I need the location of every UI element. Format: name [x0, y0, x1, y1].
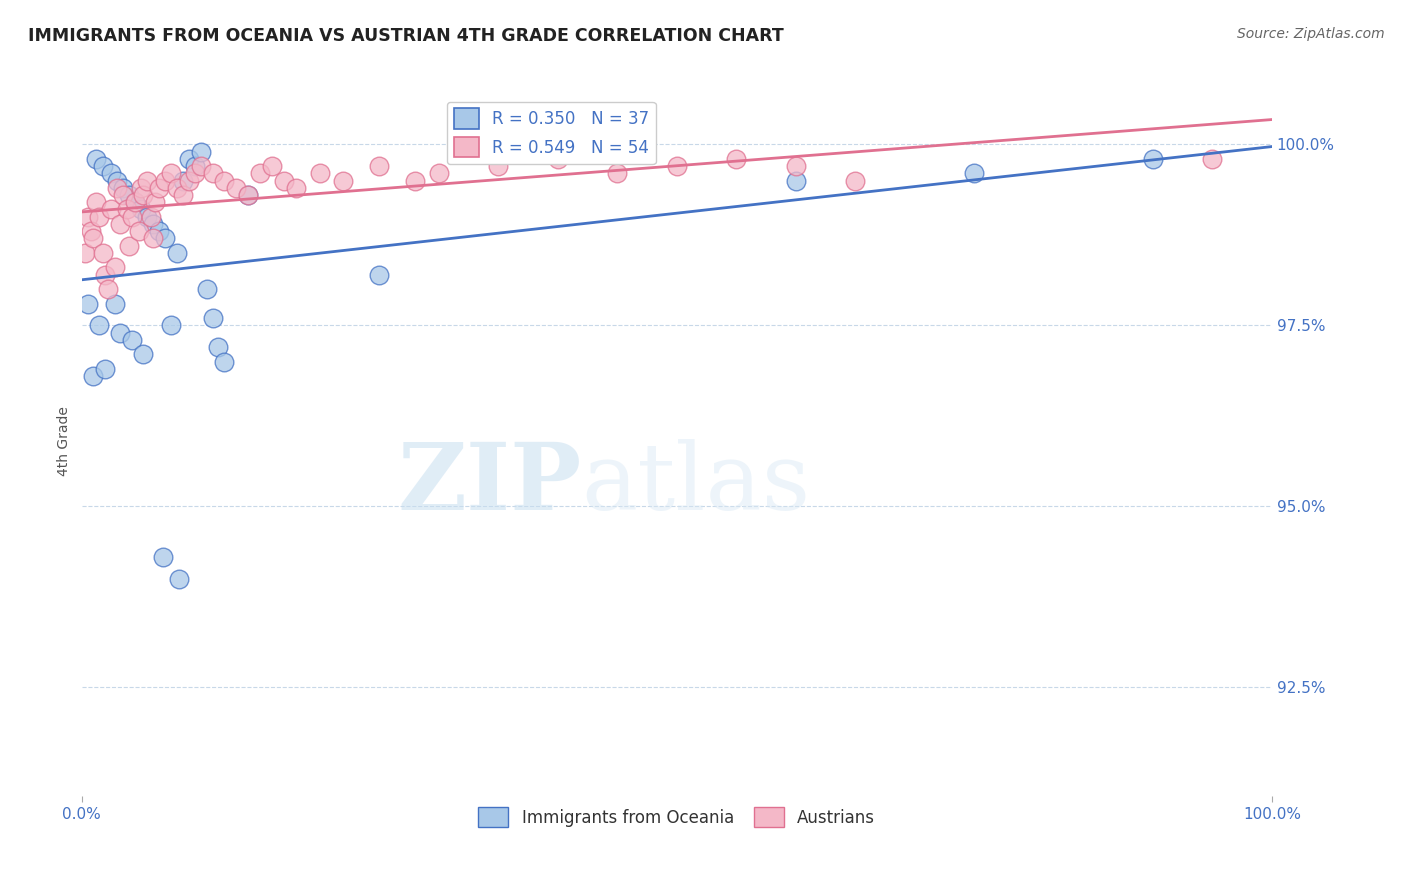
Point	[91, 246, 114, 260]
Point	[142, 231, 165, 245]
Point	[132, 347, 155, 361]
Point	[427, 166, 450, 180]
Point	[83, 369, 105, 384]
Point	[104, 260, 127, 275]
Point	[94, 268, 117, 282]
Point	[84, 195, 107, 210]
Point	[136, 173, 159, 187]
Point	[214, 354, 236, 368]
Point	[214, 173, 236, 187]
Text: atlas: atlas	[582, 439, 811, 529]
Point	[89, 318, 111, 333]
Point	[166, 180, 188, 194]
Point	[404, 173, 426, 187]
Point	[118, 238, 141, 252]
Point	[91, 159, 114, 173]
Point	[76, 210, 98, 224]
Point	[148, 224, 170, 238]
Point	[963, 166, 986, 180]
Text: Source: ZipAtlas.com: Source: ZipAtlas.com	[1237, 27, 1385, 41]
Point	[166, 246, 188, 260]
Point	[260, 159, 283, 173]
Point	[80, 224, 103, 238]
Point	[153, 173, 176, 187]
Point	[368, 268, 391, 282]
Point	[190, 145, 212, 159]
Point	[84, 152, 107, 166]
Point	[76, 296, 98, 310]
Point	[152, 550, 174, 565]
Point	[136, 210, 159, 224]
Point	[725, 152, 748, 166]
Point	[665, 159, 688, 173]
Point	[94, 361, 117, 376]
Point	[249, 166, 271, 180]
Point	[75, 246, 97, 260]
Point	[160, 166, 183, 180]
Point	[308, 166, 330, 180]
Point	[238, 188, 260, 202]
Point	[606, 166, 628, 180]
Point	[129, 180, 152, 194]
Point	[160, 318, 183, 333]
Point	[112, 180, 135, 194]
Text: IMMIGRANTS FROM OCEANIA VS AUSTRIAN 4TH GRADE CORRELATION CHART: IMMIGRANTS FROM OCEANIA VS AUSTRIAN 4TH …	[28, 27, 785, 45]
Point	[108, 326, 131, 340]
Point	[177, 173, 200, 187]
Point	[172, 188, 194, 202]
Point	[785, 159, 807, 173]
Point	[183, 159, 205, 173]
Point	[225, 180, 247, 194]
Point	[183, 166, 205, 180]
Point	[83, 231, 105, 245]
Point	[121, 333, 143, 347]
Point	[273, 173, 295, 187]
Point	[1142, 152, 1164, 166]
Point	[128, 224, 150, 238]
Point	[284, 180, 307, 194]
Point	[129, 202, 152, 217]
Point	[844, 173, 866, 187]
Point	[148, 180, 170, 194]
Point	[124, 195, 146, 210]
Point	[201, 311, 224, 326]
Point	[486, 159, 509, 173]
Point	[190, 159, 212, 173]
Point	[118, 188, 141, 202]
Point	[139, 210, 162, 224]
Point	[167, 572, 190, 586]
Point	[368, 159, 391, 173]
Point	[172, 173, 194, 187]
Y-axis label: 4th Grade: 4th Grade	[58, 406, 72, 476]
Point	[142, 217, 165, 231]
Text: ZIP: ZIP	[398, 439, 582, 529]
Point	[332, 173, 354, 187]
Point	[547, 152, 569, 166]
Point	[97, 282, 120, 296]
Point	[105, 180, 128, 194]
Point	[201, 166, 224, 180]
Point	[238, 188, 260, 202]
Point	[785, 173, 807, 187]
Point	[153, 231, 176, 245]
Legend: Immigrants from Oceania, Austrians: Immigrants from Oceania, Austrians	[471, 800, 882, 834]
Point	[207, 340, 229, 354]
Point	[124, 195, 146, 210]
Point	[145, 195, 167, 210]
Point	[195, 282, 218, 296]
Point	[100, 166, 122, 180]
Point	[1201, 152, 1223, 166]
Point	[132, 188, 155, 202]
Point	[112, 188, 135, 202]
Point	[105, 173, 128, 187]
Point	[89, 210, 111, 224]
Point	[108, 217, 131, 231]
Point	[115, 202, 138, 217]
Point	[104, 296, 127, 310]
Point	[121, 210, 143, 224]
Point	[177, 152, 200, 166]
Point	[100, 202, 122, 217]
